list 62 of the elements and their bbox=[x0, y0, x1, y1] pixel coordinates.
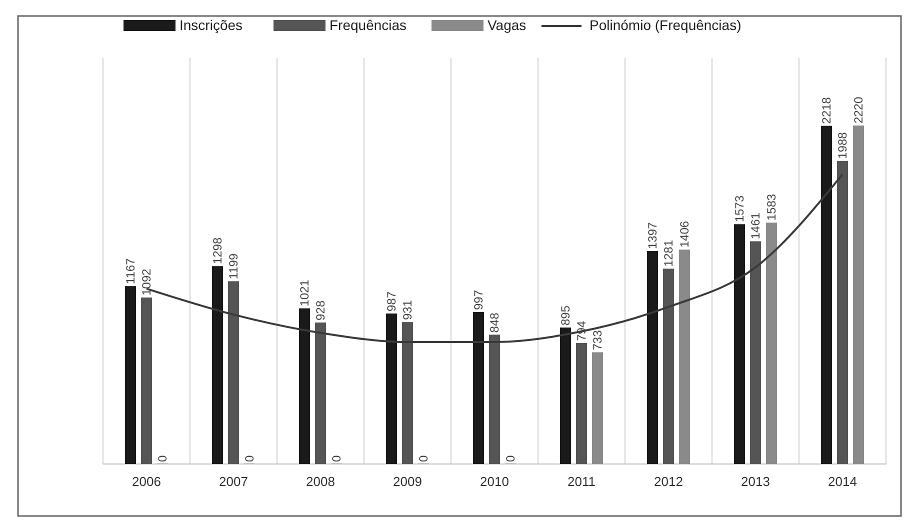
data-label: 1092 bbox=[140, 268, 154, 296]
bar bbox=[647, 251, 658, 464]
data-label: 1583 bbox=[764, 194, 778, 221]
data-label: 987 bbox=[384, 291, 398, 312]
bar bbox=[679, 250, 690, 464]
x-tick-label: 2012 bbox=[654, 474, 683, 489]
bar bbox=[125, 286, 136, 464]
bar bbox=[315, 322, 326, 464]
bar bbox=[734, 224, 745, 464]
legend-label: Frequências bbox=[330, 17, 407, 33]
data-label: 1988 bbox=[836, 132, 850, 159]
bar bbox=[228, 281, 239, 464]
data-label: 997 bbox=[472, 290, 486, 310]
data-label: 0 bbox=[504, 455, 518, 462]
legend-label: Vagas bbox=[488, 17, 526, 33]
data-label: 928 bbox=[314, 300, 328, 321]
bar bbox=[489, 334, 500, 464]
data-label: 0 bbox=[330, 455, 344, 462]
bar bbox=[576, 342, 587, 464]
data-label: 1281 bbox=[662, 240, 676, 267]
x-tick-label: 2006 bbox=[132, 474, 161, 489]
bar bbox=[473, 312, 484, 464]
data-label: 931 bbox=[400, 300, 414, 320]
data-label: 2218 bbox=[820, 96, 834, 124]
bar bbox=[141, 298, 152, 464]
legend-label: Inscrições bbox=[180, 17, 243, 33]
bar bbox=[386, 314, 397, 464]
bar bbox=[663, 268, 674, 464]
x-tick-label: 2010 bbox=[480, 474, 509, 489]
data-label: 1397 bbox=[646, 222, 660, 250]
x-tick-label: 2014 bbox=[828, 474, 857, 489]
x-tick-label: 2009 bbox=[393, 474, 422, 489]
x-tick-label: 2011 bbox=[568, 474, 596, 489]
x-tick-label: 2013 bbox=[741, 474, 770, 489]
bar bbox=[750, 241, 761, 464]
data-label: 0 bbox=[416, 455, 430, 462]
data-label: 895 bbox=[558, 305, 572, 326]
bar bbox=[560, 328, 571, 464]
bar bbox=[766, 222, 777, 464]
bar bbox=[592, 352, 603, 464]
data-label: 1573 bbox=[732, 195, 746, 222]
x-tick-label: 2007 bbox=[219, 474, 248, 489]
x-tick-label: 2008 bbox=[306, 474, 335, 489]
bar bbox=[402, 322, 413, 464]
data-label: 1298 bbox=[210, 237, 224, 264]
data-label: 1021 bbox=[298, 279, 312, 306]
bar bbox=[837, 160, 848, 464]
data-label: 1167 bbox=[124, 258, 138, 284]
bar bbox=[821, 126, 832, 464]
data-label: 2220 bbox=[852, 96, 866, 124]
data-label: 1406 bbox=[678, 220, 692, 248]
bar bbox=[853, 126, 864, 464]
legend-label: Polinómio (Frequências) bbox=[590, 17, 742, 33]
bar bbox=[299, 308, 310, 464]
data-label: 848 bbox=[488, 312, 502, 333]
data-label: 1461 bbox=[748, 212, 762, 240]
data-label: 733 bbox=[590, 330, 604, 350]
data-label: 0 bbox=[242, 455, 256, 462]
bar bbox=[212, 266, 223, 464]
data-label: 794 bbox=[574, 320, 588, 341]
data-label: 1199 bbox=[226, 253, 240, 280]
data-label: 0 bbox=[156, 455, 170, 462]
